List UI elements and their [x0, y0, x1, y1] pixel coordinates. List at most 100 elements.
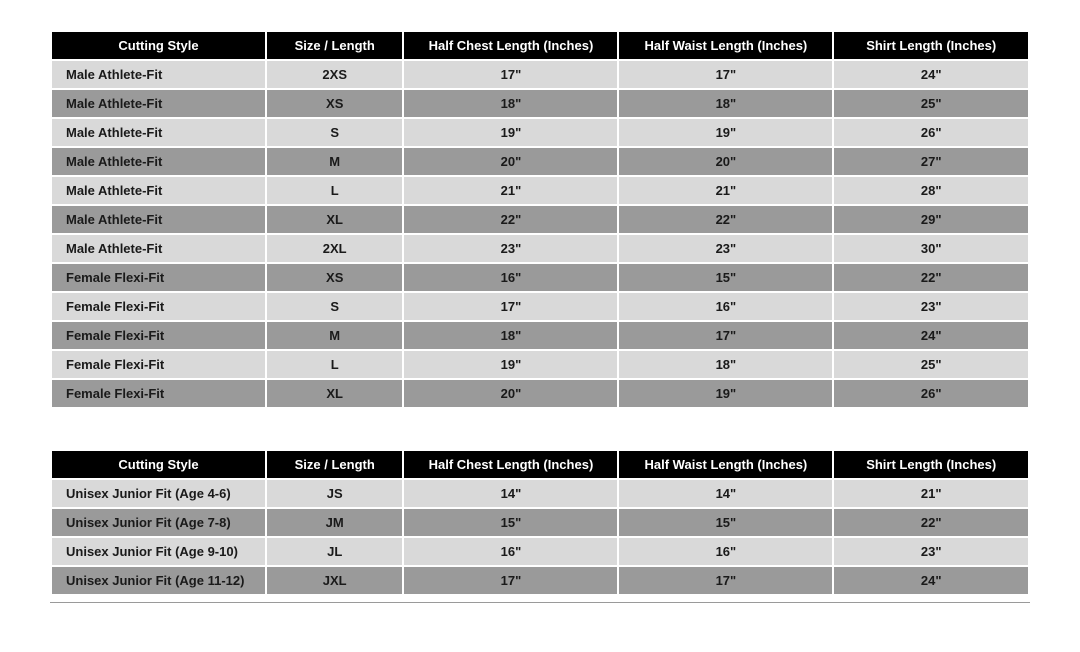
col-header-chest: Half Chest Length (Inches) — [404, 451, 617, 478]
table-row: Male Athlete-FitXS18"18"25" — [52, 90, 1028, 117]
cell-style: Male Athlete-Fit — [52, 148, 265, 175]
col-header-shirt: Shirt Length (Inches) — [834, 32, 1028, 59]
table-row: Male Athlete-FitS19"19"26" — [52, 119, 1028, 146]
col-header-shirt: Shirt Length (Inches) — [834, 451, 1028, 478]
cell-size: JS — [267, 480, 403, 507]
cell-size: JM — [267, 509, 403, 536]
table-row: Female Flexi-FitM18"17"24" — [52, 322, 1028, 349]
cell-waist: 16" — [619, 538, 832, 565]
cell-waist: 17" — [619, 567, 832, 594]
cell-chest: 20" — [404, 380, 617, 407]
cell-shirt: 22" — [834, 509, 1028, 536]
cell-chest: 21" — [404, 177, 617, 204]
cell-size: M — [267, 322, 403, 349]
cell-size: S — [267, 119, 403, 146]
cell-shirt: 24" — [834, 322, 1028, 349]
cell-shirt: 22" — [834, 264, 1028, 291]
cell-style: Unisex Junior Fit (Age 11-12) — [52, 567, 265, 594]
col-header-size: Size / Length — [267, 451, 403, 478]
size-chart-junior: Cutting Style Size / Length Half Chest L… — [50, 449, 1030, 596]
cell-style: Male Athlete-Fit — [52, 177, 265, 204]
cell-size: JXL — [267, 567, 403, 594]
cell-shirt: 23" — [834, 293, 1028, 320]
cell-chest: 15" — [404, 509, 617, 536]
col-header-size: Size / Length — [267, 32, 403, 59]
cell-chest: 18" — [404, 90, 617, 117]
cell-waist: 17" — [619, 61, 832, 88]
cell-chest: 16" — [404, 264, 617, 291]
cell-shirt: 23" — [834, 538, 1028, 565]
table-row: Unisex Junior Fit (Age 9-10)JL16"16"23" — [52, 538, 1028, 565]
cell-style: Female Flexi-Fit — [52, 293, 265, 320]
cell-style: Female Flexi-Fit — [52, 380, 265, 407]
cell-style: Female Flexi-Fit — [52, 264, 265, 291]
cell-style: Male Athlete-Fit — [52, 119, 265, 146]
cell-waist: 23" — [619, 235, 832, 262]
col-header-style: Cutting Style — [52, 32, 265, 59]
cell-shirt: 29" — [834, 206, 1028, 233]
table-row: Male Athlete-FitXL22"22"29" — [52, 206, 1028, 233]
cell-chest: 17" — [404, 567, 617, 594]
bottom-rule — [50, 602, 1030, 603]
cell-chest: 17" — [404, 293, 617, 320]
cell-chest: 20" — [404, 148, 617, 175]
cell-waist: 18" — [619, 90, 832, 117]
cell-size: L — [267, 351, 403, 378]
cell-waist: 17" — [619, 322, 832, 349]
cell-size: L — [267, 177, 403, 204]
table-header-row: Cutting Style Size / Length Half Chest L… — [52, 32, 1028, 59]
table-row: Female Flexi-FitL19"18"25" — [52, 351, 1028, 378]
cell-size: XS — [267, 90, 403, 117]
cell-shirt: 25" — [834, 90, 1028, 117]
cell-shirt: 24" — [834, 61, 1028, 88]
table-row: Male Athlete-Fit2XS17"17"24" — [52, 61, 1028, 88]
cell-shirt: 27" — [834, 148, 1028, 175]
cell-style: Male Athlete-Fit — [52, 206, 265, 233]
cell-chest: 18" — [404, 322, 617, 349]
table-row: Male Athlete-FitL21"21"28" — [52, 177, 1028, 204]
col-header-waist: Half Waist Length (Inches) — [619, 32, 832, 59]
cell-size: 2XS — [267, 61, 403, 88]
cell-size: XL — [267, 380, 403, 407]
table-row: Female Flexi-FitXS16"15"22" — [52, 264, 1028, 291]
cell-style: Unisex Junior Fit (Age 7-8) — [52, 509, 265, 536]
cell-style: Unisex Junior Fit (Age 9-10) — [52, 538, 265, 565]
cell-style: Female Flexi-Fit — [52, 322, 265, 349]
cell-size: S — [267, 293, 403, 320]
cell-shirt: 24" — [834, 567, 1028, 594]
cell-shirt: 26" — [834, 380, 1028, 407]
cell-shirt: 25" — [834, 351, 1028, 378]
cell-shirt: 30" — [834, 235, 1028, 262]
cell-chest: 22" — [404, 206, 617, 233]
cell-shirt: 28" — [834, 177, 1028, 204]
cell-shirt: 26" — [834, 119, 1028, 146]
cell-size: 2XL — [267, 235, 403, 262]
cell-waist: 16" — [619, 293, 832, 320]
tables-gap — [50, 409, 1030, 449]
cell-chest: 19" — [404, 351, 617, 378]
cell-waist: 14" — [619, 480, 832, 507]
cell-waist: 19" — [619, 119, 832, 146]
table-row: Unisex Junior Fit (Age 4-6)JS14"14"21" — [52, 480, 1028, 507]
cell-size: XS — [267, 264, 403, 291]
col-header-waist: Half Waist Length (Inches) — [619, 451, 832, 478]
table-row: Female Flexi-FitS17"16"23" — [52, 293, 1028, 320]
cell-style: Female Flexi-Fit — [52, 351, 265, 378]
cell-waist: 15" — [619, 509, 832, 536]
cell-style: Male Athlete-Fit — [52, 235, 265, 262]
table-row: Unisex Junior Fit (Age 11-12)JXL17"17"24… — [52, 567, 1028, 594]
cell-style: Unisex Junior Fit (Age 4-6) — [52, 480, 265, 507]
cell-style: Male Athlete-Fit — [52, 90, 265, 117]
table-row: Unisex Junior Fit (Age 7-8)JM15"15"22" — [52, 509, 1028, 536]
cell-chest: 23" — [404, 235, 617, 262]
size-chart-adult: Cutting Style Size / Length Half Chest L… — [50, 30, 1030, 409]
table-header-row: Cutting Style Size / Length Half Chest L… — [52, 451, 1028, 478]
cell-waist: 15" — [619, 264, 832, 291]
cell-size: JL — [267, 538, 403, 565]
cell-waist: 18" — [619, 351, 832, 378]
col-header-style: Cutting Style — [52, 451, 265, 478]
table-row: Female Flexi-FitXL20"19"26" — [52, 380, 1028, 407]
cell-shirt: 21" — [834, 480, 1028, 507]
cell-chest: 19" — [404, 119, 617, 146]
cell-chest: 16" — [404, 538, 617, 565]
